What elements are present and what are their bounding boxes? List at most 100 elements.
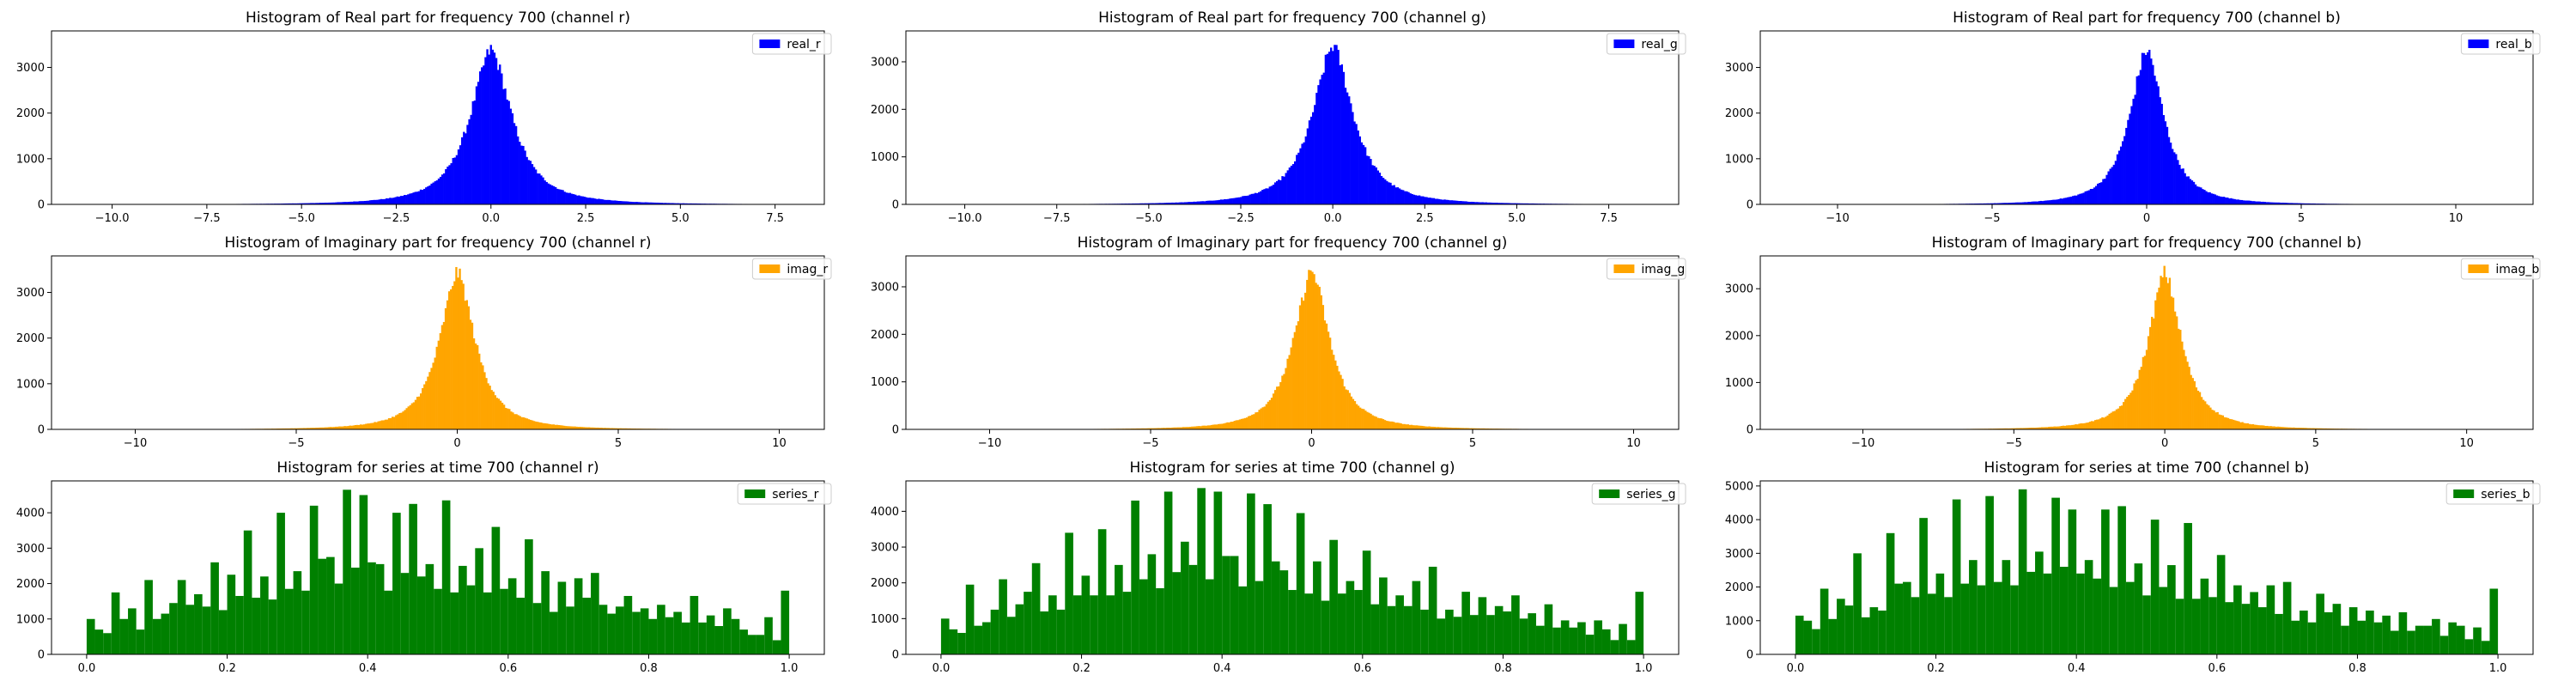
histogram-bar xyxy=(1176,427,1179,429)
x-tick-label: −10.0 xyxy=(948,212,982,225)
x-tick-label: 10 xyxy=(2459,437,2474,450)
histogram-bar xyxy=(376,199,379,204)
histogram-bar xyxy=(1361,408,1364,429)
histogram-bar xyxy=(404,410,406,429)
histogram-bar xyxy=(437,178,440,204)
histogram-bar xyxy=(310,428,313,429)
histogram-bar xyxy=(1472,202,1475,204)
histogram-bar xyxy=(2269,202,2272,204)
histogram-bar xyxy=(1494,203,1497,204)
x-tick-label: 0.0 xyxy=(78,662,96,675)
histogram-bar xyxy=(2134,94,2136,204)
histogram-bar xyxy=(2348,607,2358,654)
histogram-bar xyxy=(2202,399,2205,429)
histogram-bar xyxy=(623,201,626,204)
histogram-bar xyxy=(1240,418,1243,429)
histogram-bar xyxy=(1461,428,1464,429)
histogram-bar xyxy=(2187,176,2190,204)
histogram-bar xyxy=(565,426,568,429)
histogram-bar xyxy=(1363,409,1365,429)
histogram-bar xyxy=(144,580,153,654)
histogram-bar xyxy=(2082,192,2085,204)
histogram-bar xyxy=(1182,202,1185,204)
histogram-bar xyxy=(739,629,748,654)
histogram-bar xyxy=(1344,88,1347,205)
histogram-bar xyxy=(1828,618,1838,654)
histogram-bar xyxy=(345,202,349,204)
histogram-bar xyxy=(372,423,374,429)
histogram-bar xyxy=(540,175,543,204)
histogram-bar xyxy=(2489,588,2499,654)
histogram-bar xyxy=(322,203,325,204)
histogram-bar xyxy=(526,156,528,204)
histogram-bar xyxy=(670,203,672,204)
histogram-bar xyxy=(1479,202,1482,204)
histogram-bar xyxy=(583,197,586,204)
legend-label: series_b xyxy=(2481,488,2530,502)
histogram-bar xyxy=(501,403,504,429)
histogram-bar xyxy=(2048,426,2050,429)
histogram-bar xyxy=(1240,197,1242,204)
histogram-bar xyxy=(416,576,426,654)
histogram-bar xyxy=(1437,427,1440,429)
x-tick-label: 0.2 xyxy=(1072,662,1091,675)
histogram-bar xyxy=(361,201,365,204)
histogram-bar xyxy=(2037,427,2040,429)
histogram-bar xyxy=(1216,200,1219,204)
histogram-bar xyxy=(1389,182,1392,204)
histogram-bar xyxy=(1354,590,1363,654)
histogram-bar xyxy=(1156,587,1164,654)
x-tick-label: 0.2 xyxy=(1927,662,1945,675)
histogram-bar xyxy=(550,424,553,429)
histogram-bar xyxy=(485,378,488,429)
histogram-bar xyxy=(1340,64,1344,204)
histogram-bar xyxy=(1163,491,1173,654)
histogram-bar xyxy=(2136,76,2138,205)
histogram-bar xyxy=(307,203,311,204)
histogram-bar xyxy=(1499,203,1502,204)
x-tick-label: 0.4 xyxy=(359,662,377,675)
histogram-bar xyxy=(453,157,457,204)
histogram-bar xyxy=(400,412,403,429)
histogram-bar xyxy=(537,173,539,204)
histogram-bar xyxy=(1404,191,1406,204)
histogram-bar xyxy=(363,424,366,429)
histogram-bar xyxy=(578,195,580,204)
axes-frame xyxy=(1759,480,2534,655)
histogram-bar xyxy=(527,419,531,429)
histogram-bar xyxy=(1544,604,1553,654)
histogram-bar xyxy=(1298,305,1302,429)
histogram-bar xyxy=(1196,201,1200,204)
y-tick-label: 1000 xyxy=(1725,377,1753,390)
histogram-bar xyxy=(2102,179,2105,204)
histogram-bar xyxy=(1494,605,1504,654)
histogram-bar xyxy=(601,199,604,204)
histogram-bar xyxy=(2181,341,2184,429)
histogram-bar xyxy=(2032,201,2035,204)
histogram-bar xyxy=(628,201,631,204)
histogram-bar xyxy=(1447,199,1449,204)
histogram-bar xyxy=(2268,426,2270,429)
histogram-bar xyxy=(605,199,608,204)
histogram-bar xyxy=(545,423,548,429)
histogram-bar xyxy=(602,428,605,429)
histogram-bar xyxy=(949,629,958,654)
histogram-bar xyxy=(1164,428,1167,429)
histogram-bar xyxy=(2196,390,2200,429)
histogram-bar xyxy=(605,428,608,429)
y-tick-label: 1000 xyxy=(16,153,45,166)
histogram-bar xyxy=(478,71,482,204)
histogram-bar xyxy=(1610,640,1619,654)
histogram-bar xyxy=(2207,192,2209,204)
histogram-bar xyxy=(1251,414,1254,429)
histogram-bar xyxy=(2271,426,2274,429)
histogram-bar xyxy=(2282,581,2292,654)
histogram-bar xyxy=(1040,611,1049,654)
histogram-bar xyxy=(582,427,586,429)
histogram-bar xyxy=(1350,103,1352,204)
histogram-bar xyxy=(584,427,587,429)
histogram-bar xyxy=(1626,640,1636,654)
histogram-bar xyxy=(1985,495,1994,654)
histogram-bar xyxy=(444,307,447,429)
histogram-bar xyxy=(1412,581,1421,654)
